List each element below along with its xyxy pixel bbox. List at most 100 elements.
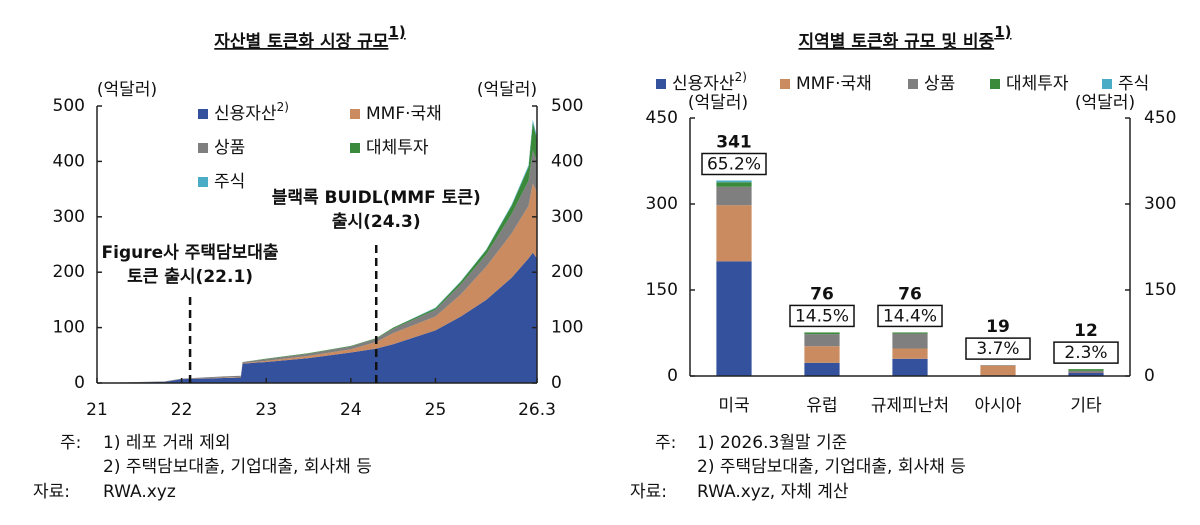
bar-segment <box>980 365 1016 366</box>
bar-segment <box>716 205 752 262</box>
total-label: 341 <box>716 132 752 152</box>
bar-segment <box>892 333 928 349</box>
legend-swatch <box>990 79 1000 89</box>
y2-tick-label: 150 <box>1144 280 1176 300</box>
y-tick-label: 300 <box>646 194 678 214</box>
y-tick-label: 0 <box>74 373 85 393</box>
y2-tick-label: 0 <box>1144 366 1155 386</box>
y2-unit: (억달러) <box>1075 93 1135 113</box>
legend-name: MMF·국채 <box>366 104 442 124</box>
legend-name: MMF·국채 <box>796 74 872 94</box>
bar-segment <box>1068 370 1104 372</box>
source: RWA.xyz <box>103 482 176 502</box>
legend-name: 대체투자 <box>366 138 429 158</box>
x-tick-label: 아시아 <box>975 396 1022 416</box>
notes-label: 주: <box>60 433 81 453</box>
y-tick-label: 0 <box>667 366 678 386</box>
annotation-text: 토큰 출시(22.1) <box>127 267 253 287</box>
note: 2) 주택담보대출, 기업대출, 회사채 등 <box>103 457 372 477</box>
legend-label: 신용자산2) <box>672 70 747 95</box>
total-label: 76 <box>810 284 834 304</box>
chart-title: 자산별 토큰화 시장 규모1) <box>214 23 405 53</box>
legend-swatch <box>656 79 666 89</box>
legend-swatch <box>1102 79 1112 89</box>
bar-segment <box>892 332 928 334</box>
legend-swatch <box>908 79 918 89</box>
legend-swatch <box>350 109 360 119</box>
legend-name: 신용자산 <box>672 74 735 94</box>
legend-name: 대체투자 <box>1006 74 1069 94</box>
bar-segment <box>892 348 928 359</box>
legend-name: 상품 <box>924 74 955 94</box>
legend-label: 상품 <box>924 74 955 94</box>
legend-label: 대체투자 <box>1006 74 1069 94</box>
bar-segment <box>716 182 752 187</box>
legend-label: 주식 <box>1118 74 1149 94</box>
share-box <box>877 304 943 328</box>
y-tick-label: 500 <box>53 96 85 116</box>
share-label: 3.7% <box>976 339 1019 359</box>
legend-swatch <box>350 143 360 153</box>
total-label: 19 <box>986 317 1010 337</box>
share-box <box>701 152 767 176</box>
total-label: 76 <box>898 284 922 304</box>
annotation-text: 출시(24.3) <box>332 212 421 232</box>
y-tick-label: 400 <box>53 151 85 171</box>
legend-label: 주식 <box>214 172 245 192</box>
y2-tick-label: 400 <box>551 151 583 171</box>
y2-tick-label: 500 <box>551 96 583 116</box>
legend-swatch <box>198 109 208 119</box>
title-text: 자산별 토큰화 시장 규모 <box>214 32 389 52</box>
note: 2) 주택담보대출, 기업대출, 회사채 등 <box>697 457 966 477</box>
legend-label: MMF·국채 <box>366 104 442 124</box>
y2-tick-label: 300 <box>1144 194 1176 214</box>
y-tick-label: 200 <box>53 262 85 282</box>
bar-segment <box>804 346 840 363</box>
y-tick-label: 300 <box>53 207 85 227</box>
chart-title: 지역별 토큰화 규모 및 비중1) <box>798 23 1011 53</box>
x-tick-label: 22 <box>171 400 193 420</box>
bar-segment <box>716 261 752 376</box>
share-label: 14.5% <box>795 306 849 326</box>
y-unit: (억달러) <box>688 93 748 113</box>
bar-segment <box>892 358 928 376</box>
y2-tick-label: 300 <box>551 207 583 227</box>
x-tick-label: 규제피난처 <box>871 396 949 416</box>
source-label: 자료: <box>33 482 70 502</box>
y2-tick-label: 0 <box>551 373 562 393</box>
legend-label: 상품 <box>214 138 245 158</box>
bar-segment <box>1068 369 1104 371</box>
legend-swatch <box>198 143 208 153</box>
annotation-text: 블랙록 BUIDL(MMF 토큰) <box>272 188 481 208</box>
share-box <box>789 304 855 328</box>
y2-tick-label: 200 <box>551 262 583 282</box>
notes-label: 주: <box>655 433 676 453</box>
legend-name: 상품 <box>214 138 245 158</box>
legend-name: 주식 <box>1118 74 1149 94</box>
legend-swatch <box>198 177 208 187</box>
share-label: 65.2% <box>707 154 761 174</box>
x-tick-label: 21 <box>86 400 108 420</box>
y-tick-label: 150 <box>646 280 678 300</box>
source-label: 자료: <box>630 482 667 502</box>
bar-segment <box>980 365 1016 376</box>
x-tick-label: 미국 <box>718 396 749 416</box>
total-label: 12 <box>1074 321 1098 341</box>
area <box>97 252 537 383</box>
share-label: 14.4% <box>883 306 937 326</box>
title-note: 1) <box>994 23 1011 41</box>
share-box <box>965 337 1031 360</box>
share-label: 2.3% <box>1064 343 1107 363</box>
title-note: 1) <box>388 23 405 41</box>
legend-name: 주식 <box>214 172 245 192</box>
x-tick-label: 25 <box>425 400 447 420</box>
bar-segment <box>1068 372 1104 376</box>
x-tick-label: 26.3 <box>518 400 556 420</box>
y-unit: (억달러) <box>97 80 157 100</box>
y2-tick-label: 100 <box>551 318 583 338</box>
legend-note: 2) <box>735 70 747 84</box>
bar-segment <box>804 334 840 347</box>
bar-segment <box>716 186 752 206</box>
legend-note: 2) <box>277 100 289 114</box>
